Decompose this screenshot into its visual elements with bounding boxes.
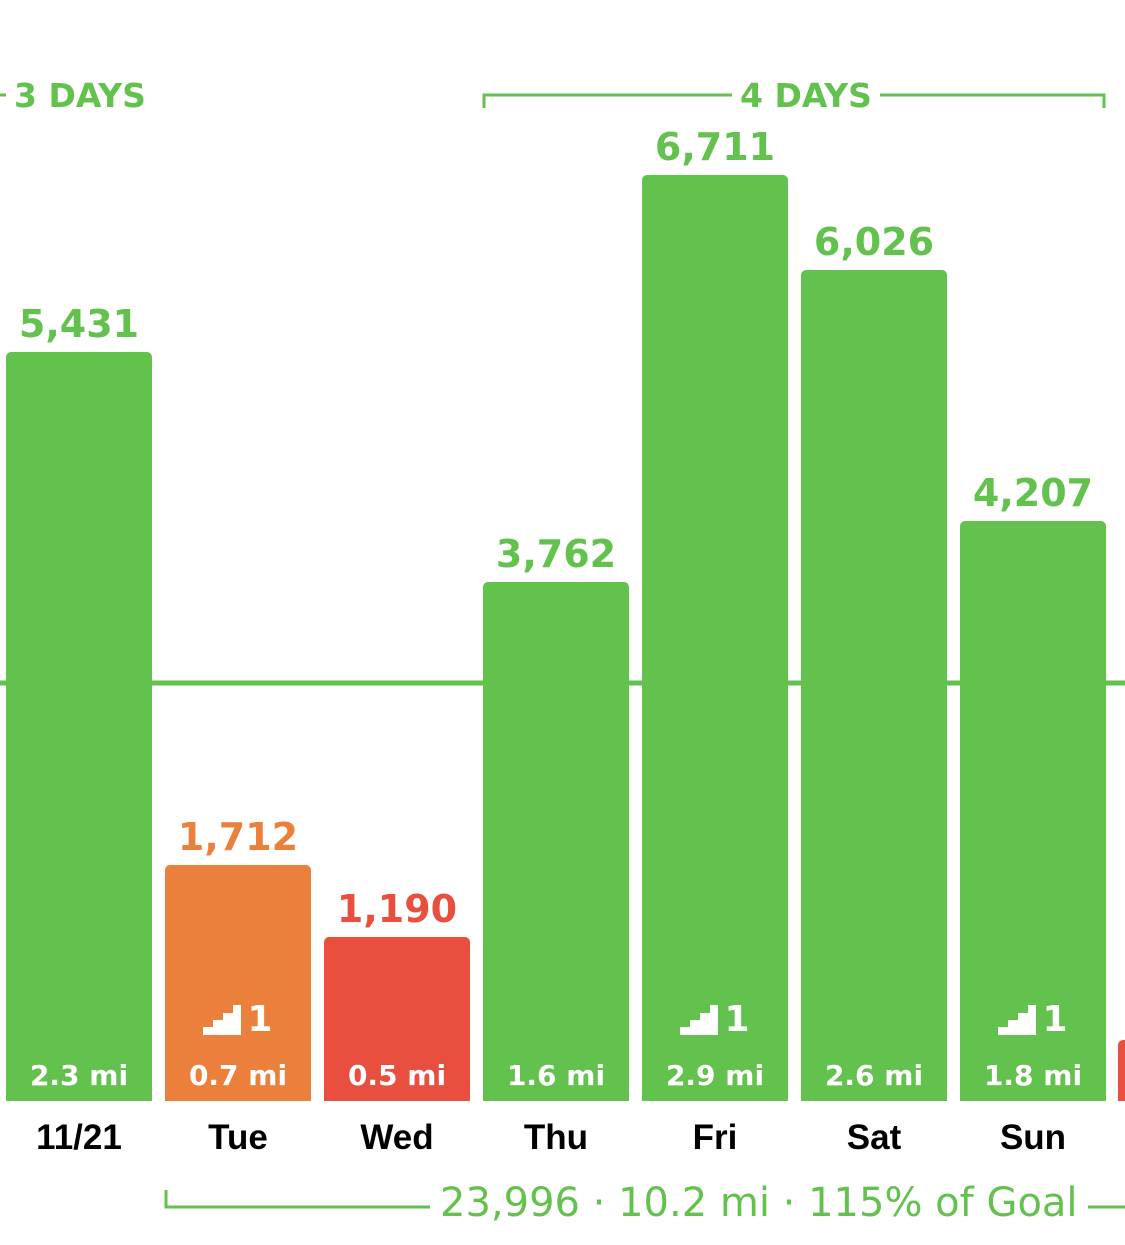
floors-climbed: 1 [642,999,788,1040]
day-label: Fri [692,1118,738,1157]
stairs-icon [998,999,1042,1040]
bar-value-label: 1,712 [177,815,299,859]
floors-climbed: 1 [165,999,311,1040]
bar-sat[interactable] [801,270,947,1101]
bar-fri[interactable] [642,175,788,1101]
weekly-summary: 23,996 · 10.2 mi · 115% of Goal [430,1180,1088,1226]
bar-wed[interactable] [324,937,470,1101]
day-label: Wed [360,1118,434,1157]
bar-value-label: 1,190 [336,887,458,931]
floors-count: 1 [247,999,273,1040]
bar-value-label: 6,026 [813,220,935,264]
bar-distance-label: 2.9 mi [665,1059,765,1092]
floors-climbed: 1 [960,999,1106,1040]
bar-thu[interactable] [483,582,629,1101]
bar-11-21[interactable] [6,352,152,1101]
stairs-icon [680,999,724,1040]
bar-value-label: 5,431 [18,302,140,346]
bar-sun[interactable] [960,521,1106,1101]
bar-value-label: 3,762 [495,532,617,576]
bar-distance-label: 0.7 mi [188,1059,288,1092]
next-bar-partial[interactable] [1118,1040,1125,1101]
floors-count: 1 [724,999,750,1040]
bar-distance-label: 2.3 mi [29,1059,129,1092]
day-label: Thu [523,1118,589,1157]
floors-count: 1 [1042,999,1068,1040]
stairs-icon [203,999,247,1040]
day-label: 11/21 [36,1118,122,1157]
day-label: Sun [999,1118,1067,1157]
bar-distance-label: 0.5 mi [347,1059,447,1092]
bar-value-label: 4,207 [972,471,1094,515]
bar-value-label: 6,711 [654,125,776,169]
day-label: Sat [846,1118,902,1157]
streak-label-3-days: 3 DAYS [6,76,154,115]
bar-distance-label: 1.6 mi [506,1059,606,1092]
day-label: Tue [208,1118,268,1157]
bar-distance-label: 2.6 mi [824,1059,924,1092]
streak-label-4-days: 4 DAYS [732,76,880,115]
bar-tue[interactable] [165,865,311,1101]
bar-distance-label: 1.8 mi [983,1059,1083,1092]
